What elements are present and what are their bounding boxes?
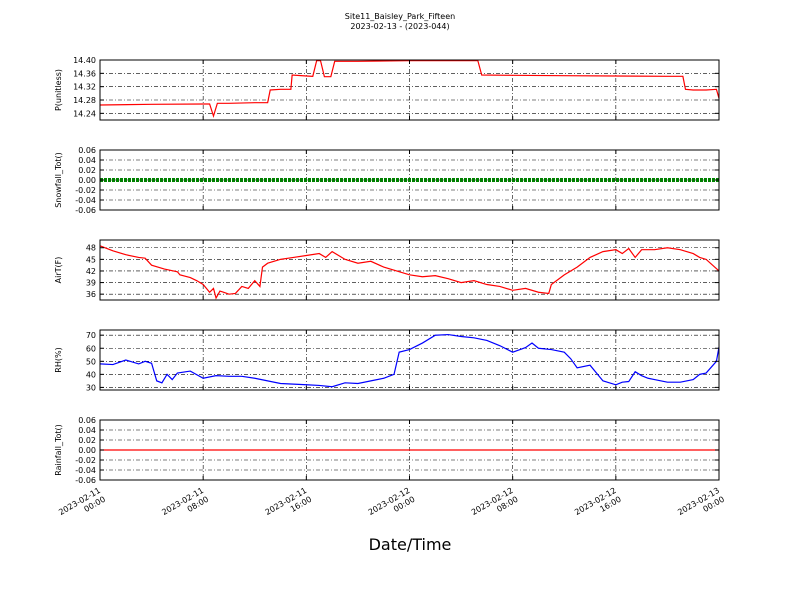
panel-grid — [99, 240, 720, 300]
y-tick-label: 0.00 — [78, 176, 96, 185]
chart-panels: 14.24 14.28 14.32 14.36 14.40 P(unitless) -0.0… — [54, 56, 720, 485]
x-tick-label: 2023-02-1200:00 — [367, 486, 417, 526]
y-tick-label: 0.04 — [78, 426, 96, 435]
panel-y-axis-title: RH(%) — [54, 347, 63, 372]
y-tick-label: -0.06 — [75, 476, 96, 485]
y-tick-label: 0.04 — [78, 156, 96, 165]
panel-grid — [99, 59, 720, 120]
panel-y-axis-title: Rainfall_Tot() — [54, 424, 63, 476]
figure-subtitle: 2023-02-13 - (2023-044) — [350, 22, 449, 31]
y-tick-label: 14.32 — [73, 83, 96, 92]
x-tick-label: 2023-02-1300:00 — [676, 486, 726, 526]
x-tick-label: 2023-02-1216:00 — [573, 486, 623, 526]
y-tick-label: -0.06 — [75, 206, 96, 215]
y-tick-label: -0.04 — [75, 196, 96, 205]
y-tick-label: -0.02 — [75, 456, 96, 465]
x-tick-label: 2023-02-1108:00 — [160, 486, 210, 526]
y-tick-label: 70 — [86, 331, 96, 340]
x-tick-label: 2023-02-1208:00 — [470, 486, 520, 526]
series-line — [100, 245, 719, 300]
panel-y-axis-title: AirT(F) — [54, 257, 63, 284]
y-tick-label: 0.02 — [78, 436, 96, 445]
y-tick-label: 0.02 — [78, 166, 96, 175]
y-tick-label: 36 — [86, 290, 96, 299]
y-tick-label: -0.04 — [75, 466, 96, 475]
panel-y-axis-title: P(unitless) — [54, 69, 63, 111]
y-tick-label: 60 — [86, 344, 96, 353]
y-tick-label: 40 — [86, 370, 96, 379]
y-tick-label: 39 — [86, 279, 96, 288]
y-tick-label: 42 — [86, 267, 96, 276]
panel-4: -0.06-0.04-0.020.000.020.040.06 Rainfall_… — [54, 416, 720, 485]
y-tick-label: 48 — [86, 244, 96, 253]
y-tick-label: 30 — [86, 383, 96, 392]
series-line — [100, 60, 719, 119]
panel-grid — [99, 330, 720, 390]
y-tick-label: 0.06 — [78, 146, 96, 155]
x-tick-label: 2023-02-1100:00 — [57, 486, 107, 526]
y-tick-label: 50 — [86, 357, 96, 366]
y-tick-label: 14.36 — [73, 69, 96, 78]
y-tick-label: -0.02 — [75, 186, 96, 195]
y-tick-label: 14.28 — [73, 96, 96, 105]
y-tick-label: 0.06 — [78, 416, 96, 425]
y-tick-label: 45 — [86, 255, 96, 264]
x-tick-label: 2023-02-1116:00 — [264, 486, 314, 526]
panel-2: 36 39 42 45 48 AirT(F) — [54, 239, 720, 301]
x-tick-labels: 2023-02-1100:00 2023-02-1108:00 2023-02-11… — [57, 486, 726, 526]
figure-title: Site11_Baisley_Park_Fifteen — [345, 12, 455, 21]
panel-1: -0.06-0.04-0.020.000.020.040.06 Snowfall_… — [54, 146, 720, 215]
y-tick-label: 14.40 — [73, 56, 96, 65]
series-line — [100, 333, 719, 388]
panel-y-axis-title: Snowfall_Tot() — [54, 152, 63, 208]
y-tick-label: 0.00 — [78, 446, 96, 455]
panel-0: 14.24 14.28 14.32 14.36 14.40 P(unitless) — [54, 56, 720, 121]
y-tick-label: 14.24 — [73, 109, 96, 118]
x-axis-title: Date/Time — [369, 535, 452, 554]
panel-3: 30 40 50 60 70 RH(%) — [54, 329, 720, 392]
